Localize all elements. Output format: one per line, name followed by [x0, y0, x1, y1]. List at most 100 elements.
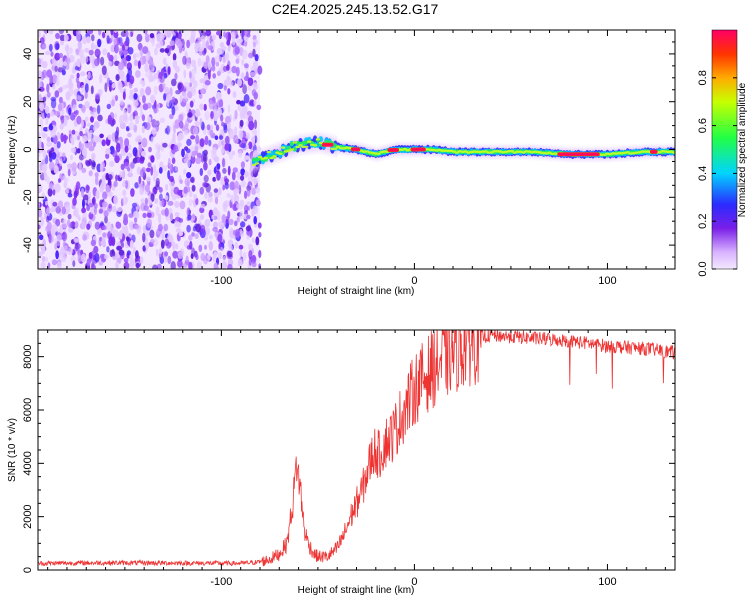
- noise-speck: [187, 91, 193, 99]
- colorbar-tick-label: 0.4: [697, 166, 709, 181]
- noise-speck: [141, 137, 148, 148]
- noise-speck: [97, 114, 103, 122]
- noise-speck: [46, 83, 50, 93]
- noise-speck: [146, 212, 152, 218]
- noise-speck: [144, 122, 151, 131]
- noise-speck: [218, 221, 225, 230]
- noise-speck: [158, 186, 163, 193]
- noise-speck: [66, 51, 70, 58]
- y-tick-label: 8000: [22, 344, 34, 368]
- noise-speck: [92, 141, 96, 148]
- noise-speck: [78, 48, 84, 58]
- noise-speck: [94, 44, 98, 50]
- noise-speck: [136, 33, 143, 43]
- noise-speck: [69, 82, 74, 90]
- noise-speck: [172, 59, 178, 69]
- y-tick-label: 0: [22, 567, 34, 573]
- noise-speck: [72, 260, 76, 268]
- x-tick-label: 0: [411, 275, 417, 287]
- noise-speck: [127, 167, 131, 172]
- noise-speck: [55, 43, 60, 50]
- noise-speck: [38, 93, 42, 101]
- noise-speck: [147, 162, 152, 168]
- noise-speck: [174, 201, 180, 208]
- noise-speck: [57, 103, 63, 112]
- noise-speck: [51, 151, 57, 160]
- noise-speck: [88, 202, 94, 208]
- colorbar-tick-label: 0.2: [697, 214, 709, 229]
- noise-speck: [225, 52, 230, 62]
- noise-speck: [41, 61, 48, 69]
- noise-speck: [152, 173, 157, 182]
- noise-speck: [248, 141, 253, 150]
- noise-speck: [139, 104, 143, 113]
- noise-speck: [134, 182, 139, 189]
- noise-speck: [177, 251, 184, 259]
- noise-speck: [39, 37, 45, 44]
- ridge-mark: [266, 150, 271, 154]
- noise-speck: [86, 223, 91, 230]
- noise-speck: [254, 54, 259, 62]
- noise-speck: [141, 125, 145, 134]
- noise-speck: [90, 116, 94, 123]
- noise-speck: [244, 204, 249, 213]
- y-tick-label: -40: [22, 237, 34, 253]
- noise-speck: [141, 150, 146, 157]
- noise-speck: [87, 191, 92, 199]
- noise-speck: [89, 55, 96, 63]
- noise-speck: [55, 32, 60, 40]
- noise-speck: [222, 167, 227, 174]
- noise-speck: [151, 38, 155, 47]
- noise-speck: [91, 198, 95, 204]
- noise-speck: [163, 164, 168, 172]
- noise-speck: [94, 58, 100, 67]
- noise-speck: [101, 237, 106, 247]
- noise-speck: [200, 35, 206, 42]
- noise-speck: [164, 195, 169, 201]
- noise-speck: [167, 233, 172, 240]
- noise-speck: [38, 209, 43, 218]
- noise-speck: [90, 239, 97, 247]
- noise-speck: [87, 30, 94, 35]
- noise-speck: [191, 68, 197, 75]
- noise-speck: [133, 93, 138, 100]
- noise-speck: [120, 163, 125, 171]
- noise-speck: [109, 191, 113, 198]
- noise-speck: [255, 199, 261, 207]
- noise-speck: [44, 50, 51, 56]
- noise-speck: [172, 250, 179, 259]
- noise-speck: [164, 238, 170, 247]
- noise-speck: [255, 236, 260, 246]
- noise-speck: [58, 30, 65, 35]
- noise-speck: [252, 35, 257, 41]
- noise-speck: [95, 189, 100, 200]
- ridge-mark: [307, 140, 312, 143]
- noise-speck: [207, 196, 214, 203]
- noise-speck: [128, 95, 134, 100]
- noise-speck: [119, 171, 123, 178]
- noise-speck: [77, 216, 81, 221]
- noise-speck: [58, 96, 63, 104]
- noise-speck: [216, 170, 221, 181]
- noise-speck: [234, 46, 240, 55]
- noise-speck: [81, 207, 86, 214]
- noise-speck: [84, 48, 90, 53]
- noise-speck: [85, 36, 91, 44]
- noise-speck: [154, 184, 160, 191]
- noise-speck: [115, 174, 119, 182]
- noise-speck: [155, 206, 160, 217]
- noise-speck: [164, 256, 168, 264]
- noise-speck: [222, 54, 226, 64]
- noise-speck: [195, 223, 202, 233]
- noise-speck: [101, 174, 106, 185]
- noise-speck: [210, 124, 214, 130]
- noise-speck: [241, 137, 247, 146]
- noise-speck: [213, 262, 218, 269]
- noise-speck: [190, 253, 194, 259]
- noise-speck: [213, 188, 219, 193]
- noise-speck: [81, 148, 88, 157]
- noise-speck: [102, 48, 108, 56]
- noise-speck: [63, 181, 68, 189]
- noise-speck: [56, 240, 61, 247]
- noise-speck: [157, 103, 161, 109]
